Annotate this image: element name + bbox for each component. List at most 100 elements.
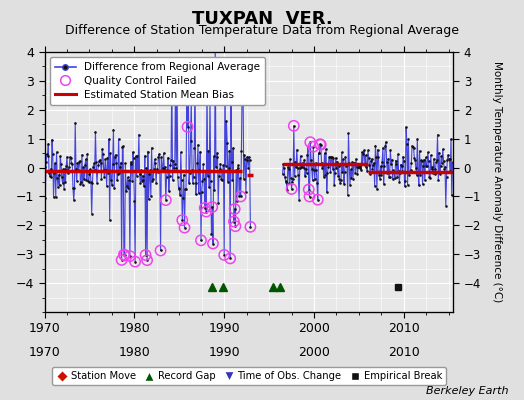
Point bbox=[93, 180, 101, 186]
Point bbox=[438, 160, 446, 166]
Point bbox=[290, 123, 298, 129]
Point bbox=[236, 175, 244, 181]
Point bbox=[94, 162, 103, 168]
Point bbox=[405, 172, 413, 178]
Point bbox=[379, 144, 387, 151]
Point bbox=[117, 257, 126, 263]
Point bbox=[325, 154, 334, 160]
Point bbox=[199, 161, 208, 168]
Point bbox=[350, 159, 358, 166]
Point bbox=[419, 163, 428, 169]
Point bbox=[290, 173, 299, 179]
Point bbox=[123, 183, 131, 190]
Point bbox=[121, 252, 129, 259]
Point bbox=[445, 156, 454, 162]
Point bbox=[337, 149, 346, 156]
Point bbox=[130, 198, 138, 204]
Point bbox=[402, 141, 411, 148]
Point bbox=[188, 167, 196, 173]
Point bbox=[314, 150, 323, 156]
Point bbox=[388, 176, 397, 182]
Point bbox=[208, 204, 216, 210]
Point bbox=[297, 164, 305, 170]
Point bbox=[106, 150, 115, 156]
Point bbox=[61, 179, 70, 185]
Point bbox=[83, 151, 91, 157]
Point bbox=[66, 154, 74, 160]
Point bbox=[329, 166, 337, 172]
Point bbox=[301, 173, 309, 179]
Point bbox=[161, 197, 170, 203]
Point bbox=[296, 165, 304, 171]
Point bbox=[182, 186, 190, 192]
Point bbox=[231, 223, 239, 229]
Point bbox=[64, 166, 73, 173]
Point bbox=[58, 174, 66, 181]
Text: Difference of Station Temperature Data from Regional Average: Difference of Station Temperature Data f… bbox=[65, 24, 459, 37]
Point bbox=[236, 193, 245, 200]
Point bbox=[313, 180, 321, 186]
Point bbox=[69, 185, 77, 191]
Point bbox=[396, 170, 405, 176]
Point bbox=[300, 156, 309, 163]
Point bbox=[398, 167, 407, 174]
Point bbox=[140, 183, 148, 190]
Point bbox=[219, 162, 227, 168]
Point bbox=[107, 176, 115, 183]
Point bbox=[386, 174, 394, 180]
Point bbox=[101, 156, 110, 162]
Point bbox=[357, 167, 365, 173]
Point bbox=[323, 170, 332, 176]
Point bbox=[413, 136, 421, 142]
Point bbox=[303, 152, 311, 158]
Point bbox=[426, 174, 434, 181]
Point bbox=[373, 186, 381, 193]
Point bbox=[395, 168, 403, 174]
Point bbox=[341, 169, 349, 175]
Point bbox=[210, 153, 218, 160]
Point bbox=[70, 184, 79, 191]
Point bbox=[428, 166, 436, 172]
Point bbox=[404, 136, 412, 142]
Point bbox=[291, 159, 300, 166]
Point bbox=[352, 156, 360, 162]
Point bbox=[228, 177, 237, 184]
Point bbox=[132, 153, 140, 160]
Point bbox=[360, 147, 368, 154]
Point bbox=[205, 184, 213, 190]
Point bbox=[292, 146, 301, 153]
Point bbox=[99, 150, 107, 157]
Point bbox=[180, 224, 189, 231]
Point bbox=[49, 194, 58, 200]
Point bbox=[62, 163, 70, 169]
Point bbox=[281, 173, 289, 180]
Point bbox=[104, 170, 112, 176]
Point bbox=[175, 185, 183, 192]
Point bbox=[231, 206, 239, 212]
Point bbox=[278, 170, 287, 177]
Point bbox=[243, 157, 251, 164]
Point bbox=[408, 143, 416, 149]
Point bbox=[85, 171, 94, 178]
Point bbox=[150, 156, 159, 163]
Point bbox=[144, 148, 152, 155]
Point bbox=[397, 163, 406, 169]
Point bbox=[223, 140, 232, 146]
Point bbox=[90, 160, 98, 167]
Point bbox=[381, 139, 390, 145]
Text: 1990: 1990 bbox=[209, 346, 240, 359]
Point bbox=[75, 159, 83, 165]
Point bbox=[154, 169, 162, 176]
Point bbox=[81, 162, 89, 168]
Point bbox=[376, 163, 385, 169]
Point bbox=[428, 164, 436, 170]
Point bbox=[346, 182, 354, 188]
Point bbox=[156, 247, 165, 254]
Point bbox=[305, 193, 314, 200]
Point bbox=[368, 166, 377, 172]
Point bbox=[243, 153, 252, 160]
Point bbox=[197, 237, 205, 244]
Point bbox=[157, 154, 166, 160]
Point bbox=[441, 164, 449, 170]
Point bbox=[187, 96, 195, 102]
